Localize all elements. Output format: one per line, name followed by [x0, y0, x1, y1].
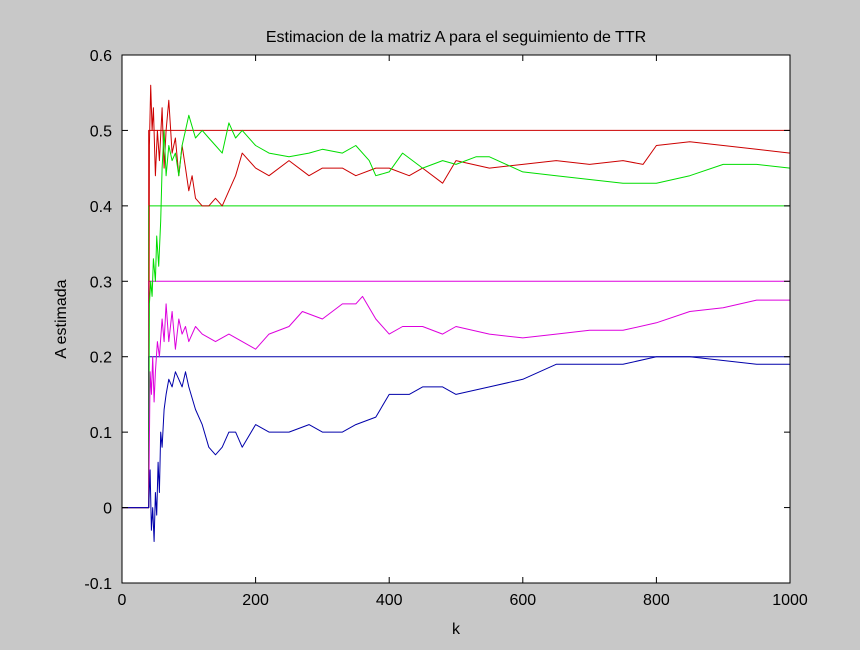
y-tick-label: 0.2 — [90, 350, 112, 367]
x-tick-label: 600 — [509, 592, 536, 609]
estimate-series-line-5 — [122, 114, 791, 509]
chart-title: Estimacion de la matriz A para el seguim… — [266, 29, 646, 46]
x-tick-label: 0 — [118, 592, 127, 609]
x-tick-label: 1000 — [772, 592, 808, 609]
y-tick-label: 0.6 — [90, 48, 112, 65]
x-tick-label: 200 — [242, 592, 269, 609]
y-tick-label: 0.3 — [90, 274, 112, 291]
ticks-layer: 0 200 400 600 800 1000 -0.1 0 0.1 0.2 0.3 0.4 0.5 0.6 — [84, 48, 807, 609]
axes-frame — [121, 54, 791, 584]
estimate-series-line-7 — [122, 356, 790, 542]
series-layer — [122, 84, 791, 542]
y-axis-label: A estimada — [53, 279, 70, 358]
x-tick-label: 800 — [643, 592, 670, 609]
y-tick-label: 0.1 — [90, 425, 112, 442]
plot-area — [122, 55, 790, 583]
x-axis-label: k — [452, 621, 461, 638]
y-tick-label: 0 — [103, 501, 112, 518]
y-tick-label: 0.5 — [90, 123, 112, 140]
estimate-series-line-4 — [122, 84, 791, 509]
y-tick-label: 0.4 — [90, 199, 112, 216]
y-tick-label: -0.1 — [84, 576, 112, 593]
estimate-series-line-6 — [122, 295, 790, 509]
x-tick-label: 400 — [376, 592, 403, 609]
